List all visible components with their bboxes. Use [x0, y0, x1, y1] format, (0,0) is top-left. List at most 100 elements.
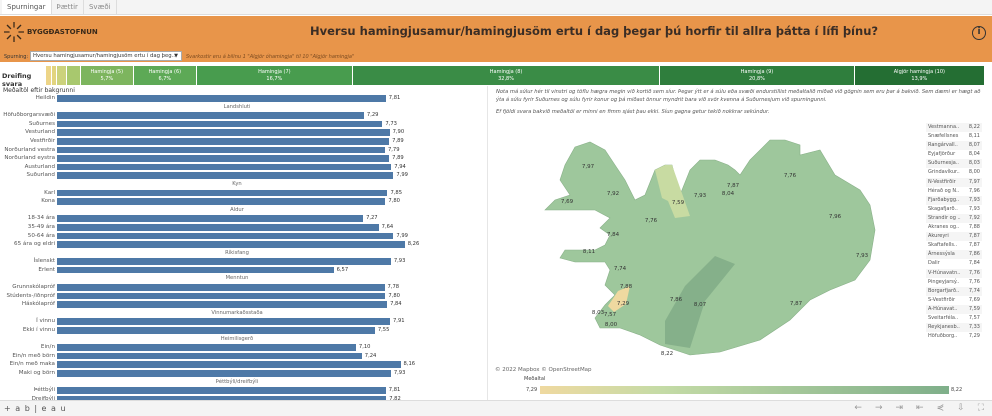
bar-row[interactable]: Ein/n með börn 7,24 — [0, 352, 488, 361]
region-row[interactable]: Fjarðabygg.. 7,93 — [926, 195, 982, 205]
bar-row[interactable]: Ein/n 7,10 — [0, 343, 488, 352]
bar[interactable] — [57, 318, 390, 326]
region-row[interactable]: Dalir 7,84 — [926, 259, 982, 268]
region-row[interactable]: A-Húnavat.. 7,59 — [926, 304, 982, 314]
region-a-hunavatn-patch[interactable] — [655, 165, 690, 218]
bar[interactable] — [57, 370, 391, 377]
bar[interactable] — [57, 292, 386, 300]
distribution-segment[interactable]: Hamingja (7) 16,7% — [196, 66, 354, 85]
download-icon[interactable]: ⇩ — [957, 403, 965, 413]
map-attribution[interactable]: © 2022 Mapbox © OpenStreetMap — [495, 367, 592, 373]
bar-row[interactable]: Ekki í vinnu 7,55 — [0, 326, 488, 335]
bar-row[interactable]: Maki og börn 7,93 — [0, 369, 488, 378]
bar[interactable] — [57, 112, 364, 119]
bar[interactable] — [57, 395, 387, 403]
region-row[interactable]: Höfuðborg.. 7,29 — [926, 332, 982, 341]
bar-row[interactable]: Í vinnu 7,91 — [0, 317, 488, 326]
bar[interactable] — [57, 95, 386, 102]
bar[interactable] — [57, 232, 394, 240]
bar-row[interactable]: Grunnskólapróf 7,78 — [0, 283, 488, 292]
region-row[interactable]: Skagafjarð.. 7,93 — [926, 205, 982, 214]
undo-icon[interactable]: ← — [854, 403, 862, 413]
distribution-segment[interactable] — [51, 66, 58, 85]
bar[interactable] — [57, 189, 388, 197]
region-row[interactable]: Þingeyjarsý.. 7,76 — [926, 278, 982, 287]
bar-row[interactable]: Kona 7,80 — [0, 197, 488, 206]
region-row[interactable]: Akureyri 7,87 — [926, 232, 982, 242]
distribution-segment[interactable]: Hamingja (6) 6,7% — [133, 66, 197, 85]
region-row[interactable]: Árnessýsla 7,86 — [926, 250, 982, 260]
region-row[interactable]: Akranes og.. 7,88 — [926, 223, 982, 232]
bar-row[interactable]: Dreifbýli 7,82 — [0, 395, 488, 404]
distribution-segment[interactable] — [66, 66, 81, 85]
distribution-segment[interactable]: Algjör hamingja (10) 13,9% — [854, 66, 985, 85]
fullscreen-icon[interactable]: ⛶ — [977, 403, 984, 413]
bar[interactable] — [57, 146, 385, 154]
bar[interactable] — [57, 344, 356, 351]
bar[interactable] — [57, 129, 390, 136]
bar[interactable] — [57, 223, 379, 231]
question-dropdown[interactable]: Hversu hamingjusamur/hamingjusöm ertu í … — [30, 51, 182, 61]
region-row[interactable]: Reykjanesb.. 7,33 — [926, 323, 982, 333]
bar[interactable] — [57, 258, 391, 265]
bar[interactable] — [57, 137, 390, 145]
bar[interactable] — [57, 215, 364, 222]
region-row[interactable]: S-Vestfirðir 7,69 — [926, 296, 982, 305]
tab-thaettir[interactable]: Þættir — [52, 0, 84, 14]
share-icon[interactable]: ⋞ — [936, 403, 945, 413]
pause-icon[interactable]: ⇤ — [916, 403, 924, 413]
region-row[interactable]: Rangárvall.. 8,07 — [926, 141, 982, 151]
bar-row[interactable]: Austurland 7,94 — [0, 163, 488, 172]
iceland-shape[interactable] — [544, 139, 876, 356]
bar[interactable] — [57, 327, 375, 334]
distribution-segment[interactable] — [57, 66, 67, 85]
region-row[interactable]: Grindavíkur.. 8,00 — [926, 168, 982, 177]
region-row[interactable]: Vestmanna.. 8,22 — [926, 123, 982, 133]
info-icon[interactable]: i — [972, 26, 986, 40]
bar-row[interactable]: 18-34 ára 7,27 — [0, 214, 488, 223]
bar[interactable] — [57, 120, 383, 128]
iceland-map[interactable]: 7,97 7,92 7,69 7,76 7,59 7,93 8,04 7,87 7,76 7,96… — [490, 86, 992, 376]
region-row[interactable]: Strandir og .. 7,92 — [926, 213, 982, 224]
revert-icon[interactable]: ⇥ — [895, 403, 904, 413]
bar-row[interactable]: Háskólapróf 7,84 — [0, 300, 488, 309]
bar[interactable] — [57, 163, 392, 171]
bar-row[interactable]: Íslenskt 7,93 — [0, 257, 488, 266]
distribution-segment[interactable]: Hamingja (5) 5,7% — [80, 66, 134, 85]
region-row[interactable]: Sveitarféla.. 7,57 — [926, 314, 982, 323]
bar-row[interactable]: Vesturland 7,90 — [0, 128, 488, 137]
region-row[interactable]: Skaftafells.. 7,87 — [926, 241, 982, 250]
region-row[interactable]: Hérað og N.. 7,96 — [926, 187, 982, 196]
distribution-segment[interactable]: Hamingja (8) 32,8% — [353, 66, 661, 85]
bar-row[interactable]: Vestfirðir 7,89 — [0, 137, 488, 146]
bar[interactable] — [57, 198, 386, 205]
bar[interactable] — [57, 284, 385, 291]
bar-row[interactable]: Karl 7,85 — [0, 189, 488, 198]
bar[interactable] — [57, 301, 388, 308]
region-reykjavik-patch[interactable] — [608, 286, 630, 312]
region-row[interactable]: Eyjafjörður 8,04 — [926, 150, 982, 159]
region-row[interactable]: V-Húnavatn.. 7,76 — [926, 268, 982, 278]
region-row[interactable]: Snæfellsnes 8,11 — [926, 132, 982, 141]
bar-row[interactable]: Heildin 7,81 — [0, 94, 488, 103]
redo-icon[interactable]: → — [874, 403, 883, 413]
bar-row[interactable]: 50-64 ára 7,99 — [0, 232, 488, 241]
region-row[interactable]: Suðurnesja.. 8,03 — [926, 159, 982, 169]
bar-row[interactable]: Suðurnes 7,73 — [0, 120, 488, 129]
bar-row[interactable]: Norðurland vestra 7,79 — [0, 146, 488, 155]
bar[interactable] — [57, 387, 386, 394]
bar-row[interactable]: 65 ára og eldri 8,26 — [0, 240, 488, 249]
bar-row[interactable]: Stúdents-/iðnpróf 7,80 — [0, 292, 488, 301]
bar[interactable] — [57, 361, 401, 368]
bar-row[interactable]: Norðurland eystra 7,89 — [0, 154, 488, 163]
region-rangarvellir-patch[interactable] — [665, 256, 735, 348]
region-row[interactable]: N-Vestfirðir 7,97 — [926, 177, 982, 187]
bar[interactable] — [57, 266, 334, 274]
tableau-logo[interactable]: + a b | e a u — [4, 404, 67, 413]
bar[interactable] — [57, 172, 394, 179]
distribution-segment[interactable]: Hamingja (9) 20,8% — [660, 66, 855, 85]
bar-row[interactable]: Erlent 6,57 — [0, 266, 488, 275]
distribution-segment[interactable] — [46, 66, 52, 85]
region-row[interactable]: Borgarfjarð.. 7,74 — [926, 286, 982, 296]
bar-row[interactable]: Ein/n með maka 8,16 — [0, 360, 488, 369]
